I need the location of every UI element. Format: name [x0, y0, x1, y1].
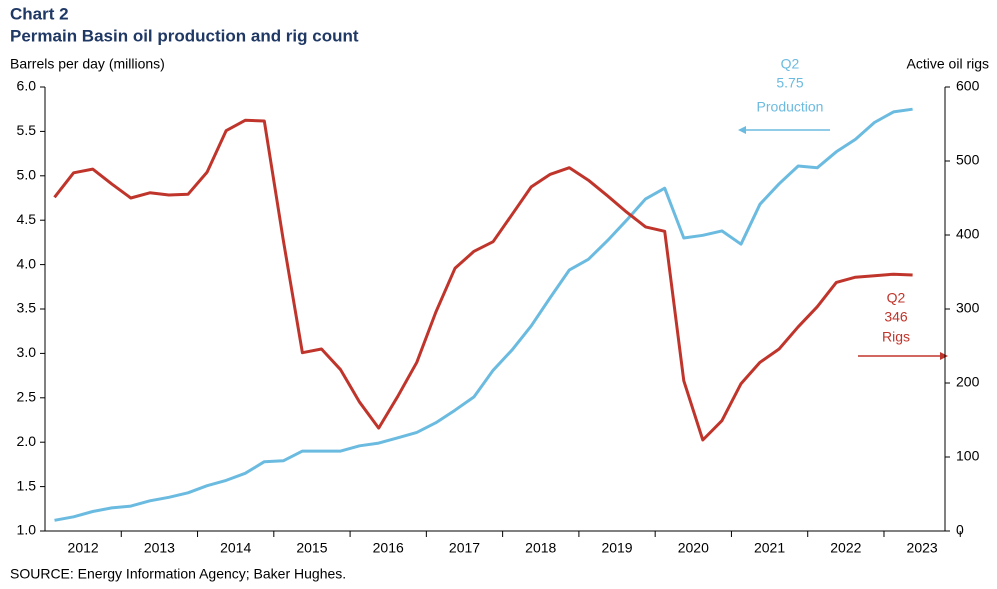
y2-tick-label: 200	[956, 374, 980, 390]
x-tick-label: 2017	[449, 540, 480, 556]
annotation: Q2	[781, 56, 800, 72]
x-tick-label: 2015	[296, 540, 327, 556]
y-tick-label: 5.5	[17, 122, 37, 138]
x-tick-label: 2016	[373, 540, 404, 556]
y-tick-label: 4.5	[17, 211, 37, 227]
y2-tick-label: 500	[956, 152, 980, 168]
x-tick-label: 2014	[220, 540, 251, 556]
y2-tick-label: 100	[956, 448, 980, 464]
y2-tick-label: 300	[956, 300, 980, 316]
y-tick-label: 1.5	[17, 477, 37, 493]
annotation: 5.75	[776, 75, 803, 91]
x-tick-label: 2019	[601, 540, 632, 556]
x-tick-label: 2020	[678, 540, 709, 556]
x-tick-label: 2018	[525, 540, 556, 556]
y-tick-label: 4.0	[17, 255, 37, 271]
series-line	[53, 118, 913, 442]
series-line	[54, 107, 913, 522]
annotation-arrow	[738, 126, 830, 134]
y-tick-label: 2.5	[17, 389, 37, 405]
annotation: Q2	[887, 290, 906, 306]
annotation: Rigs	[882, 329, 910, 345]
source: SOURCE: Energy Information Agency; Baker…	[10, 566, 346, 582]
chart-title: Chart 2	[10, 4, 69, 23]
y2-tick-label: 0	[956, 522, 964, 538]
axes	[44, 87, 946, 532]
annotation: Production	[757, 99, 824, 115]
y-axis-label: Barrels per day (millions)	[10, 56, 165, 72]
y2-axis-label: Active oil rigs	[907, 56, 989, 72]
y-tick-label: 5.0	[17, 167, 37, 183]
x-tick-label: 2022	[830, 540, 861, 556]
y-tick-label: 1.0	[17, 522, 37, 538]
y-tick-label: 2.0	[17, 433, 37, 449]
chart-subtitle: Permain Basin oil production and rig cou…	[10, 26, 359, 45]
x-tick-label: 2013	[144, 540, 175, 556]
y-tick-label: 6.0	[17, 78, 37, 94]
x-tick-label: 2021	[754, 540, 785, 556]
x-tick-label: 2023	[907, 540, 938, 556]
annotation: 346	[884, 309, 908, 325]
y2-tick-label: 600	[956, 78, 980, 94]
x-tick-label: 2012	[68, 540, 99, 556]
y-tick-label: 3.0	[17, 344, 37, 360]
annotation-arrow	[858, 352, 948, 360]
y2-tick-label: 400	[956, 226, 980, 242]
y-tick-label: 3.5	[17, 300, 37, 316]
